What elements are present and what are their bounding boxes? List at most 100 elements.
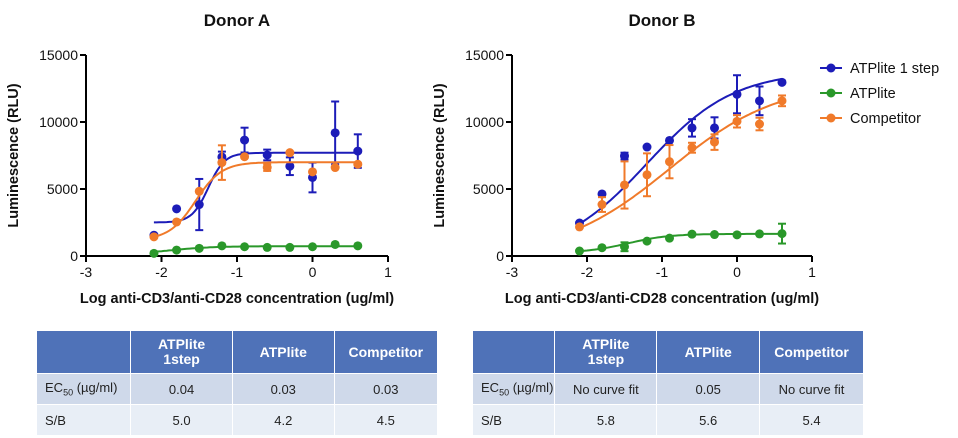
cell: 5.4 (759, 404, 864, 436)
data-point (330, 128, 340, 138)
x-tick-label: -1 (656, 264, 669, 280)
y-tick-label: 10000 (39, 114, 78, 130)
x-tick-label: 0 (309, 264, 317, 280)
y-axis-label: Luminescence (RLU) (432, 83, 448, 227)
table-header-row: ATPlite 1step ATPlite Competitor (35, 330, 439, 374)
data-point (687, 123, 697, 133)
data-point (172, 217, 182, 227)
header-empty (35, 330, 132, 374)
label-unit: (µg/ml) (73, 380, 118, 396)
legend-marker (826, 113, 836, 123)
table-row-ec50: EC50 (µg/ml) 0.04 0.03 0.03 (35, 373, 439, 405)
data-point (732, 230, 742, 240)
legend: ATPlite 1 step ATPlite Competitor (820, 61, 939, 127)
label-sub: 50 (499, 387, 510, 398)
data-point (172, 204, 182, 214)
header-competitor: Competitor (759, 330, 864, 374)
data-point (285, 242, 295, 252)
data-point (240, 152, 250, 162)
y-tick-label: 10000 (465, 114, 504, 130)
y-axis-label: Luminescence (RLU) (6, 83, 22, 227)
x-tick-label: 1 (808, 264, 816, 280)
data-point (732, 89, 742, 99)
data-point (194, 186, 204, 196)
table-row-sb: S/B 5.8 5.6 5.4 (471, 404, 864, 436)
series-atplite (149, 239, 363, 258)
table-header-row: ATPlite 1step ATPlite Competitor (471, 330, 864, 374)
y-tick-label: 5000 (473, 181, 504, 197)
legend-marker (826, 63, 836, 73)
legend-label: ATPlite 1 step (850, 61, 939, 77)
fit-curve (153, 161, 358, 238)
label-text: EC (481, 380, 500, 396)
data-point (330, 239, 340, 249)
data-point (262, 150, 272, 160)
data-point (665, 135, 674, 145)
donor-a-table: ATPlite 1step ATPlite Competitor EC50 (µg… (35, 330, 439, 436)
data-point (687, 229, 697, 239)
data-point (687, 143, 697, 153)
data-point (285, 161, 295, 171)
legend-marker (826, 88, 836, 98)
data-point (620, 242, 629, 252)
data-point (285, 148, 295, 158)
data-point (597, 200, 607, 210)
cell: 5.0 (130, 404, 233, 436)
x-tick-label: -2 (155, 264, 168, 280)
data-point (353, 159, 363, 169)
series-atplite (575, 222, 787, 256)
data-point (755, 96, 764, 106)
x-tick-label: 0 (733, 264, 741, 280)
data-point (353, 146, 363, 156)
data-point (755, 229, 764, 239)
label-text: EC (45, 380, 64, 396)
data-point (240, 242, 250, 252)
data-point (575, 246, 584, 256)
fit-curve (578, 78, 783, 225)
x-axis-label: Log anti-CD3/anti-CD28 concentration (ug… (80, 291, 394, 307)
table-row-sb: S/B 5.0 4.2 4.5 (35, 404, 439, 436)
data-point (262, 242, 272, 252)
label-unit: (µg/ml) (509, 380, 554, 396)
data-point (172, 245, 182, 255)
row-label: EC50 (µg/ml) (35, 373, 132, 405)
data-point (353, 241, 363, 251)
y-tick-label: 5000 (47, 181, 78, 197)
legend-label: ATPlite (850, 86, 896, 102)
cell: 4.2 (231, 404, 335, 436)
label-sub: 50 (63, 387, 74, 398)
data-point (217, 241, 227, 251)
cell: 4.5 (333, 404, 439, 436)
cell: 5.8 (554, 404, 658, 436)
cell: 0.04 (130, 373, 233, 405)
data-point (620, 180, 629, 190)
cell: 0.03 (333, 373, 439, 405)
data-point (665, 157, 674, 167)
data-point (308, 242, 317, 252)
header-competitor: Competitor (333, 330, 439, 374)
y-tick-label: 0 (496, 248, 504, 264)
data-point (710, 137, 719, 147)
data-point (732, 116, 742, 126)
series-competitor (575, 94, 787, 232)
header-atplite-1step: ATPlite 1step (554, 330, 658, 374)
x-tick-label: 1 (384, 264, 392, 280)
chart-title: Donor B (628, 11, 695, 30)
data-point (710, 123, 719, 133)
x-tick-label: -3 (506, 264, 519, 280)
data-point (777, 229, 787, 239)
data-point (149, 232, 159, 242)
header-atplite: ATPlite (231, 330, 335, 374)
fit-curve (153, 151, 358, 224)
y-tick-label: 0 (70, 248, 78, 264)
series-competitor (149, 144, 363, 242)
table-row-ec50: EC50 (µg/ml) No curve fit 0.05 No curve … (471, 373, 864, 405)
data-point (665, 233, 674, 243)
data-point (642, 170, 652, 180)
data-point (262, 163, 272, 173)
data-point (308, 167, 317, 177)
data-point (217, 158, 227, 168)
data-point (710, 230, 719, 240)
data-point (575, 222, 584, 232)
